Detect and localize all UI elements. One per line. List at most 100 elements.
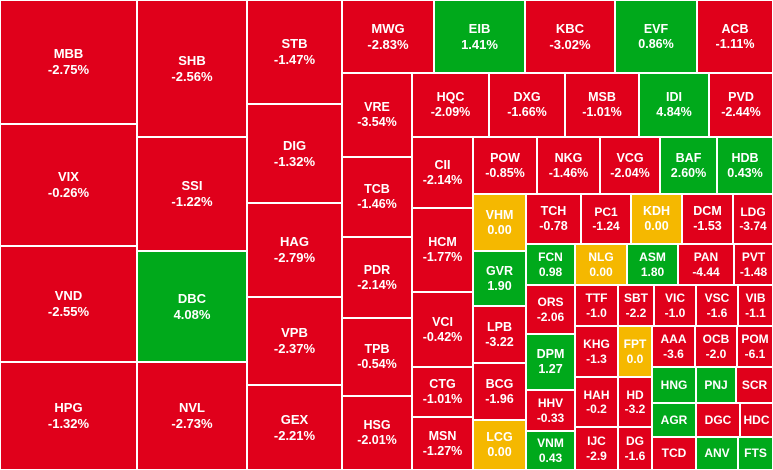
tile-ticker: AGR <box>660 412 688 427</box>
treemap-tile-hpg[interactable]: HPG -1.32% <box>0 362 137 470</box>
tile-ticker: KDH <box>642 204 671 218</box>
treemap-tile-vnd[interactable]: VND -2.55% <box>0 246 137 362</box>
treemap-tile-pow[interactable]: POW -0.85% <box>473 137 537 194</box>
treemap-tile-vre[interactable]: VRE -3.54% <box>342 73 412 157</box>
treemap-tile-shb[interactable]: SHB -2.56% <box>137 0 247 137</box>
treemap-tile-vci[interactable]: VCI -0.42% <box>412 292 473 367</box>
treemap-tile-kdh[interactable]: KDH 0.00 <box>631 194 682 244</box>
treemap-tile-khg[interactable]: KHG -1.3 <box>575 326 618 377</box>
treemap-tile-eib[interactable]: EIB 1.41% <box>434 0 525 73</box>
treemap-tile-scr[interactable]: SCR <box>736 367 773 403</box>
treemap-tile-anv[interactable]: ANV <box>696 437 738 470</box>
treemap-tile-fcn[interactable]: FCN 0.98 <box>526 244 575 285</box>
tile-ticker: HAG <box>280 234 309 250</box>
treemap-tile-ttf[interactable]: TTF -1.0 <box>575 285 618 326</box>
treemap-tile-pc1[interactable]: PC1 -1.24 <box>581 194 631 244</box>
treemap-tile-pdr[interactable]: PDR -2.14% <box>342 237 412 318</box>
treemap-tile-vic[interactable]: VIC -1.0 <box>654 285 696 326</box>
treemap-tile-dpm[interactable]: DPM 1.27 <box>526 334 575 390</box>
tile-change: -0.26% <box>47 185 90 200</box>
treemap-tile-tch[interactable]: TCH -0.78 <box>526 194 581 244</box>
treemap-tile-dig[interactable]: DIG -1.32% <box>247 104 342 203</box>
treemap-tile-gex[interactable]: GEX -2.21% <box>247 385 342 470</box>
treemap-tile-hsg[interactable]: HSG -2.01% <box>342 396 412 470</box>
treemap-tile-vib[interactable]: VIB -1.1 <box>738 285 773 326</box>
treemap-tile-ssi[interactable]: SSI -1.22% <box>137 137 247 251</box>
treemap-tile-mbb[interactable]: MBB -2.75% <box>0 0 137 124</box>
treemap-tile-ijc[interactable]: IJC -2.9 <box>575 427 618 470</box>
treemap-tile-fpt[interactable]: FPT 0.0 <box>618 326 652 377</box>
tile-change: -3.22 <box>485 334 514 349</box>
tile-change: -2.04% <box>610 165 650 180</box>
treemap-tile-pom[interactable]: POM -6.1 <box>737 326 773 367</box>
treemap-tile-hag[interactable]: HAG -2.79% <box>247 203 342 297</box>
treemap-tile-tcd[interactable]: TCD <box>652 437 696 470</box>
treemap-tile-ors[interactable]: ORS -2.06 <box>526 285 575 334</box>
treemap-tile-vnm[interactable]: VNM 0.43 <box>526 431 575 470</box>
treemap-tile-bcg[interactable]: BCG -1.96 <box>473 363 526 420</box>
tile-change: -2.9 <box>586 448 607 463</box>
treemap-tile-hhv[interactable]: HHV -0.33 <box>526 390 575 431</box>
treemap-tile-dcm[interactable]: DCM -1.53 <box>682 194 733 244</box>
treemap-tile-idi[interactable]: IDI 4.84% <box>639 73 709 137</box>
treemap-tile-pnj[interactable]: PNJ <box>696 367 736 403</box>
treemap-tile-stb[interactable]: STB -1.47% <box>247 0 342 104</box>
treemap-tile-sbt[interactable]: SBT -2.2 <box>618 285 654 326</box>
treemap-tile-lpb[interactable]: LPB -3.22 <box>473 306 526 363</box>
tile-ticker: POW <box>490 150 520 165</box>
treemap-tile-lcg[interactable]: LCG 0.00 <box>473 420 526 470</box>
tile-change: 0.0 <box>626 351 644 366</box>
treemap-tile-hdb[interactable]: HDB 0.43% <box>717 137 773 194</box>
treemap-tile-dbc[interactable]: DBC 4.08% <box>137 251 247 362</box>
treemap-tile-tcb[interactable]: TCB -1.46% <box>342 157 412 237</box>
tile-change: -2.09% <box>430 105 471 119</box>
treemap-tile-hd[interactable]: HD -3.2 <box>618 377 652 427</box>
treemap-tile-nlg[interactable]: NLG 0.00 <box>575 244 627 285</box>
treemap-tile-hng[interactable]: HNG <box>652 367 696 403</box>
treemap-tile-hqc[interactable]: HQC -2.09% <box>412 73 489 137</box>
treemap-tile-gvr[interactable]: GVR 1.90 <box>473 251 526 306</box>
treemap-tile-fts[interactable]: FTS <box>738 437 773 470</box>
treemap-tile-dg[interactable]: DG -1.6 <box>618 427 652 470</box>
treemap-tile-nkg[interactable]: NKG -1.46% <box>537 137 600 194</box>
tile-ticker: KBC <box>555 20 585 36</box>
treemap-tile-acb[interactable]: ACB -1.11% <box>697 0 773 73</box>
treemap-tile-dxg[interactable]: DXG -1.66% <box>489 73 565 137</box>
treemap-tile-aaa[interactable]: AAA -3.6 <box>652 326 695 367</box>
treemap-tile-ldg[interactable]: LDG -3.74 <box>733 194 773 244</box>
treemap-tile-ctg[interactable]: CTG -1.01% <box>412 367 473 417</box>
treemap-tile-pvt[interactable]: PVT -1.48 <box>734 244 773 285</box>
treemap-tile-hah[interactable]: HAH -0.2 <box>575 377 618 427</box>
tile-change: -2.14% <box>357 277 397 292</box>
treemap-tile-hcm[interactable]: HCM -1.77% <box>412 208 473 292</box>
treemap-tile-cii[interactable]: CII -2.14% <box>412 137 473 208</box>
treemap-tile-vcg[interactable]: VCG -2.04% <box>600 137 660 194</box>
treemap-tile-baf[interactable]: BAF 2.60% <box>660 137 717 194</box>
treemap-tile-pan[interactable]: PAN -4.44 <box>678 244 734 285</box>
tile-change: -2.14% <box>422 172 463 187</box>
treemap-tile-evf[interactable]: EVF 0.86% <box>615 0 697 73</box>
treemap-tile-mwg[interactable]: MWG -2.83% <box>342 0 434 73</box>
treemap-tile-hdc[interactable]: HDC <box>740 403 773 437</box>
treemap-tile-msn[interactable]: MSN -1.27% <box>412 417 473 470</box>
treemap-tile-nvl[interactable]: NVL -2.73% <box>137 362 247 470</box>
treemap-tile-vix[interactable]: VIX -0.26% <box>0 124 137 246</box>
tile-ticker: LCG <box>486 430 513 444</box>
treemap-tile-vpb[interactable]: VPB -2.37% <box>247 297 342 385</box>
treemap-tile-agr[interactable]: AGR <box>652 403 696 437</box>
treemap-tile-ocb[interactable]: OCB -2.0 <box>695 326 737 367</box>
tile-ticker: MSN <box>428 428 457 443</box>
treemap-tile-pvd[interactable]: PVD -2.44% <box>709 73 773 137</box>
tile-change: -2.06 <box>536 309 565 324</box>
treemap-tile-msb[interactable]: MSB -1.01% <box>565 73 639 137</box>
tile-ticker: NLG <box>588 250 614 265</box>
tile-ticker: HDB <box>731 150 759 165</box>
treemap-tile-vhm[interactable]: VHM 0.00 <box>473 194 526 251</box>
treemap-tile-dgc[interactable]: DGC <box>696 403 740 437</box>
tile-ticker: CTG <box>429 377 456 391</box>
treemap-tile-tpb[interactable]: TPB -0.54% <box>342 318 412 396</box>
treemap-tile-kbc[interactable]: KBC -3.02% <box>525 0 615 73</box>
treemap-tile-vsc[interactable]: VSC -1.6 <box>696 285 738 326</box>
tile-ticker: GVR <box>485 263 514 278</box>
treemap-tile-asm[interactable]: ASM 1.80 <box>627 244 678 285</box>
